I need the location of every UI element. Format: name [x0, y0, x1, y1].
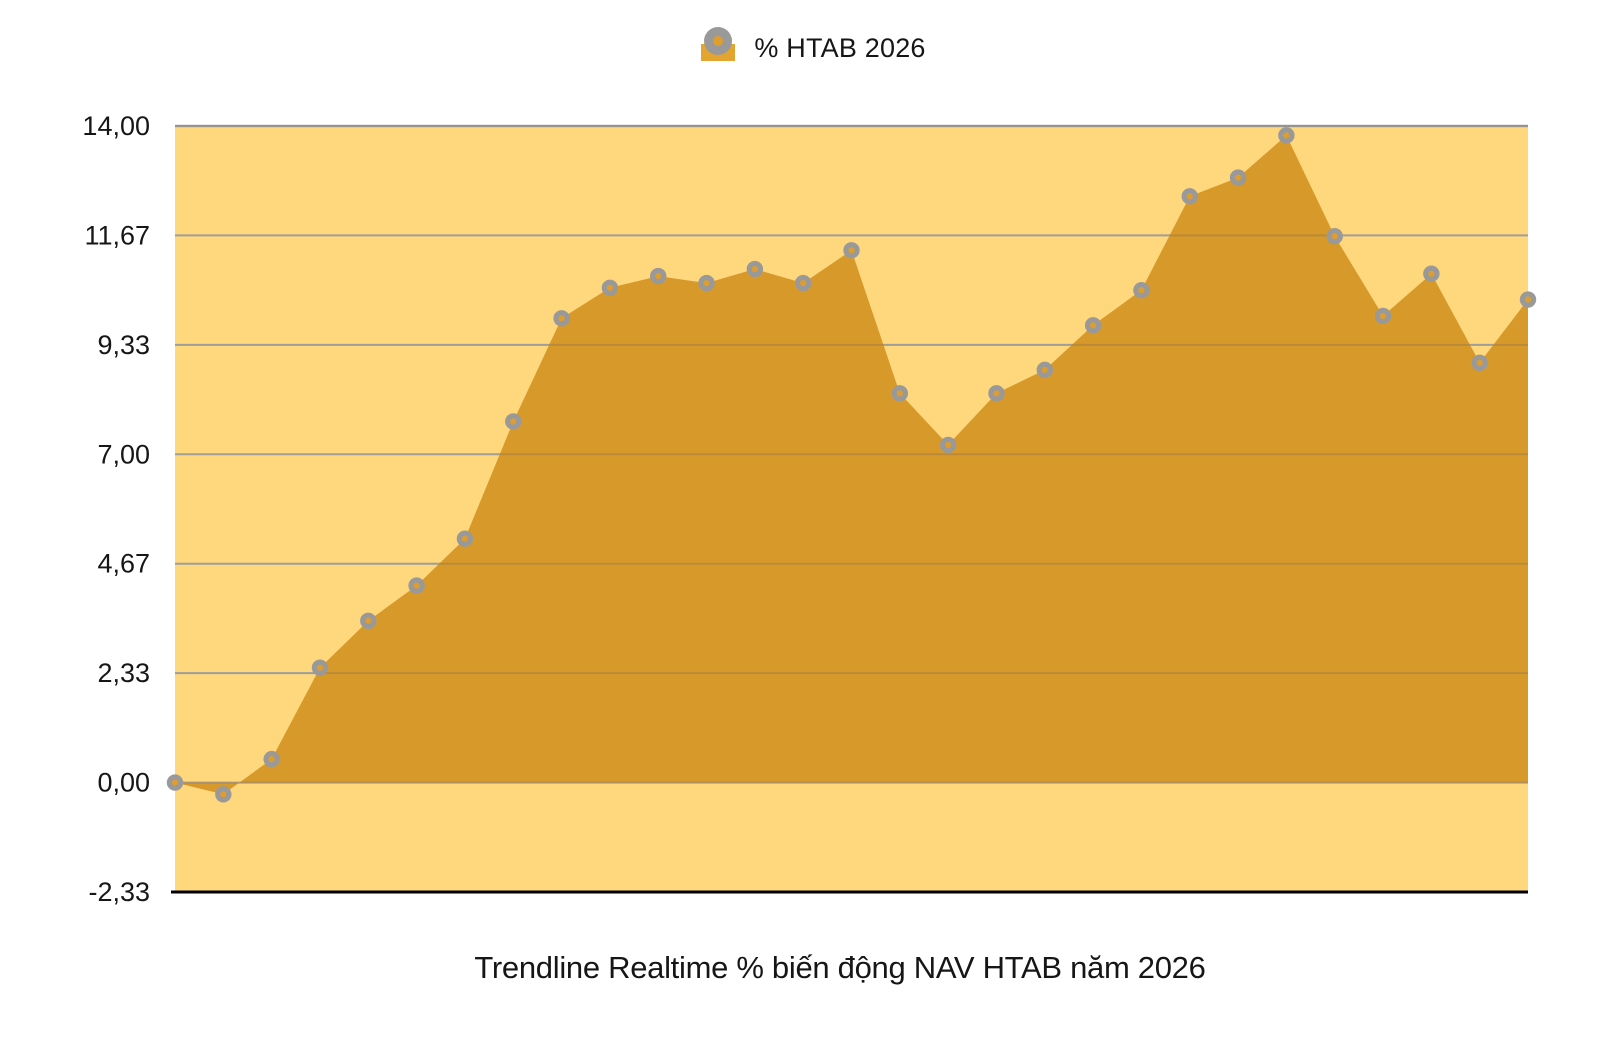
marker-center-dot	[703, 280, 710, 287]
marker-center-dot	[1524, 296, 1532, 303]
data-point-marker[interactable]	[746, 260, 764, 278]
marker-center-dot	[1090, 322, 1097, 329]
data-point-marker[interactable]	[408, 577, 425, 594]
data-point-marker[interactable]	[843, 242, 860, 259]
marker-center-dot	[655, 272, 662, 280]
data-point-marker[interactable]	[311, 659, 329, 676]
marker-center-dot	[268, 756, 275, 763]
data-point-marker[interactable]	[698, 274, 715, 292]
data-point-marker[interactable]	[794, 274, 812, 292]
marker-center-dot	[945, 441, 952, 449]
marker-center-dot	[461, 535, 469, 542]
legend-series-label[interactable]: % HTAB 2026	[754, 32, 926, 63]
data-point-marker[interactable]	[1229, 169, 1247, 186]
data-point-marker[interactable]	[1471, 354, 1488, 372]
marker-center-dot	[220, 791, 227, 798]
data-point-marker[interactable]	[505, 413, 522, 430]
y-axis-label: 4,67	[97, 549, 150, 579]
marker-center-dot	[171, 779, 179, 786]
legend-icon-graphic	[701, 27, 736, 61]
marker-center-dot	[1331, 233, 1338, 240]
marker-center-dot	[751, 265, 758, 273]
marker-center-dot	[1476, 359, 1483, 366]
data-point-marker[interactable]	[988, 385, 1005, 402]
marker-center-dot	[800, 280, 807, 287]
data-point-marker[interactable]	[1519, 291, 1537, 308]
chart-title: Trendline Realtime % biến động NAV HTAB …	[474, 950, 1206, 985]
legend: % HTAB 2026	[0, 26, 1620, 70]
data-point-marker[interactable]	[553, 310, 570, 327]
marker-center-dot	[1428, 270, 1435, 277]
marker-center-dot	[606, 284, 613, 291]
data-point-marker[interactable]	[166, 774, 184, 791]
y-axis-label: 7,00	[97, 439, 150, 469]
data-point-marker[interactable]	[215, 786, 232, 803]
y-axis-label: -2,33	[88, 877, 150, 907]
data-point-marker[interactable]	[939, 436, 957, 454]
data-point-marker[interactable]	[1036, 361, 1053, 379]
marker-center-dot	[1283, 132, 1290, 139]
marker-center-dot	[365, 617, 372, 624]
data-point-marker[interactable]	[456, 530, 474, 547]
y-axis-label: 9,33	[97, 330, 150, 360]
marker-center-dot	[1379, 312, 1387, 320]
marker-center-dot	[558, 315, 565, 322]
data-point-marker[interactable]	[891, 385, 909, 402]
data-point-marker[interactable]	[1181, 188, 1198, 205]
legend-series-swatch-icon[interactable]	[694, 26, 740, 70]
y-axis-label: 14,00	[82, 111, 150, 141]
data-point-marker[interactable]	[1278, 127, 1295, 144]
marker-center-dot	[848, 247, 855, 254]
data-point-marker[interactable]	[1326, 228, 1343, 245]
marker-center-dot	[316, 664, 324, 671]
marker-center-dot	[896, 390, 903, 397]
data-point-marker[interactable]	[601, 279, 619, 296]
marker-center-dot	[510, 418, 517, 425]
data-point-marker[interactable]	[1374, 307, 1392, 325]
y-axis-label: 2,33	[97, 658, 150, 688]
area-series	[175, 135, 1528, 795]
marker-center-dot	[1234, 174, 1242, 181]
data-point-marker[interactable]	[360, 612, 377, 629]
y-axis-label: 0,00	[97, 768, 150, 798]
data-point-marker[interactable]	[650, 267, 667, 285]
data-point-marker[interactable]	[1423, 265, 1440, 282]
data-point-marker[interactable]	[1084, 317, 1102, 334]
marker-center-dot	[1186, 193, 1193, 200]
marker-center-dot	[1138, 287, 1145, 294]
marker-center-dot	[993, 390, 1000, 397]
marker-center-dot	[413, 582, 420, 589]
marker-center-dot	[1041, 366, 1048, 373]
y-axis-label: 11,67	[84, 220, 150, 250]
data-point-marker[interactable]	[263, 750, 280, 768]
data-point-marker[interactable]	[1133, 281, 1150, 299]
